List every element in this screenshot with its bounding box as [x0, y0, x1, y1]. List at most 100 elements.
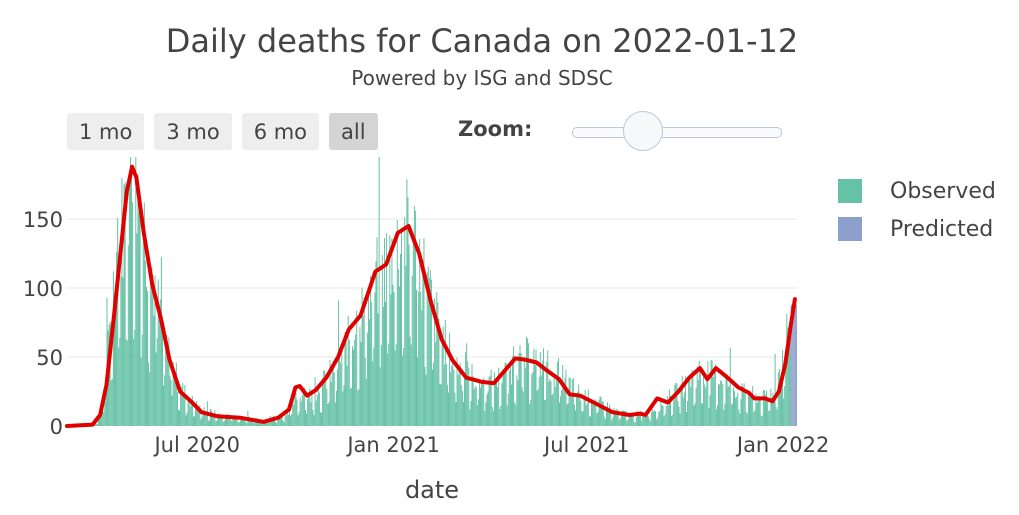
observed-bar — [684, 376, 686, 426]
observed-bar — [735, 397, 737, 426]
observed-bar — [697, 380, 699, 426]
observed-bar — [301, 394, 303, 426]
observed-bar — [214, 410, 216, 426]
observed-bar — [564, 378, 566, 426]
observed-bar — [354, 340, 356, 426]
observed-bar — [414, 210, 416, 426]
observed-bar — [489, 375, 491, 426]
observed-bar — [256, 420, 258, 426]
observed-bar — [671, 416, 673, 426]
observed-bar — [307, 398, 309, 426]
legend-item-predicted[interactable]: Predicted — [838, 210, 996, 248]
observed-bar — [766, 390, 768, 426]
observed-bar — [586, 403, 588, 426]
observed-bar — [382, 306, 384, 426]
observed-bar — [523, 356, 525, 426]
observed-bar — [149, 371, 151, 426]
observed-bar — [688, 377, 690, 426]
observed-bar — [769, 410, 771, 426]
observed-bar — [674, 384, 676, 426]
observed-bar — [334, 402, 336, 426]
observed-bar — [410, 344, 412, 426]
observed-bar — [660, 397, 662, 426]
observed-bar — [111, 378, 113, 426]
observed-bar — [629, 415, 631, 426]
observed-bar — [542, 348, 544, 426]
observed-bar — [321, 412, 323, 426]
observed-bar — [164, 375, 166, 426]
range-button-all[interactable]: all — [329, 113, 378, 150]
observed-bar — [423, 238, 425, 426]
observed-bar — [213, 416, 215, 426]
observed-bar — [699, 366, 701, 426]
observed-bar — [727, 387, 729, 426]
observed-bar — [540, 375, 542, 426]
observed-bar — [637, 413, 639, 426]
observed-bar — [315, 400, 317, 426]
range-button-3mo[interactable]: 3 mo — [154, 113, 232, 150]
range-button-1mo[interactable]: 1 mo — [67, 113, 145, 150]
zoom-slider[interactable] — [572, 110, 782, 154]
observed-bar — [314, 377, 316, 426]
observed-bar — [712, 377, 714, 426]
observed-bar — [579, 393, 581, 426]
observed-bar — [486, 394, 488, 426]
observed-bar — [396, 220, 398, 426]
observed-bar — [275, 422, 277, 426]
observed-bar — [418, 291, 420, 426]
observed-bar — [524, 367, 526, 426]
observed-bar — [365, 378, 367, 426]
observed-bar — [711, 360, 713, 426]
observed-bar — [698, 360, 700, 426]
observed-bar — [614, 410, 616, 426]
observed-bar — [648, 418, 650, 426]
observed-bar — [608, 411, 610, 426]
observed-bar — [500, 405, 502, 426]
observed-bar — [565, 369, 567, 426]
observed-bar — [313, 415, 315, 426]
zoom-slider-knob[interactable] — [623, 111, 663, 151]
observed-bar — [422, 259, 424, 426]
observed-bar — [287, 414, 289, 426]
observed-bar — [720, 380, 722, 426]
observed-bar — [101, 410, 103, 426]
observed-bar — [340, 362, 342, 426]
observed-bar — [505, 362, 507, 426]
observed-bar — [469, 409, 471, 426]
observed-bar — [392, 284, 394, 426]
observed-bar — [95, 424, 97, 426]
observed-bar — [300, 401, 302, 426]
observed-bar — [615, 409, 617, 426]
observed-bar — [607, 402, 609, 426]
observed-bar — [198, 408, 200, 426]
observed-bar — [454, 392, 456, 426]
observed-bar — [531, 374, 533, 426]
observed-bar — [277, 416, 279, 426]
observed-bar — [546, 361, 548, 426]
observed-bar — [412, 237, 414, 426]
observed-bar — [377, 313, 379, 426]
observed-bar — [296, 399, 298, 426]
legend-item-observed[interactable]: Observed — [838, 172, 996, 210]
observed-bar — [788, 326, 790, 426]
observed-bar — [609, 404, 611, 426]
observed-bar — [299, 397, 301, 426]
observed-bar — [696, 366, 698, 426]
observed-bar — [452, 358, 454, 426]
observed-bar — [131, 173, 133, 426]
observed-bar — [310, 402, 312, 426]
observed-bar — [750, 397, 752, 426]
observed-bar — [532, 371, 534, 426]
trend-line — [65, 164, 797, 428]
observed-bar — [138, 211, 140, 426]
observed-bar — [203, 407, 205, 426]
observed-bar — [450, 372, 452, 426]
observed-bar — [148, 362, 150, 426]
observed-bar — [387, 353, 389, 426]
range-button-6mo[interactable]: 6 mo — [241, 113, 320, 150]
zoom-slider-track[interactable] — [572, 127, 782, 138]
observed-bar — [657, 417, 659, 426]
observed-bar — [596, 413, 598, 426]
observed-bar — [763, 389, 765, 426]
observed-bar — [403, 348, 405, 426]
